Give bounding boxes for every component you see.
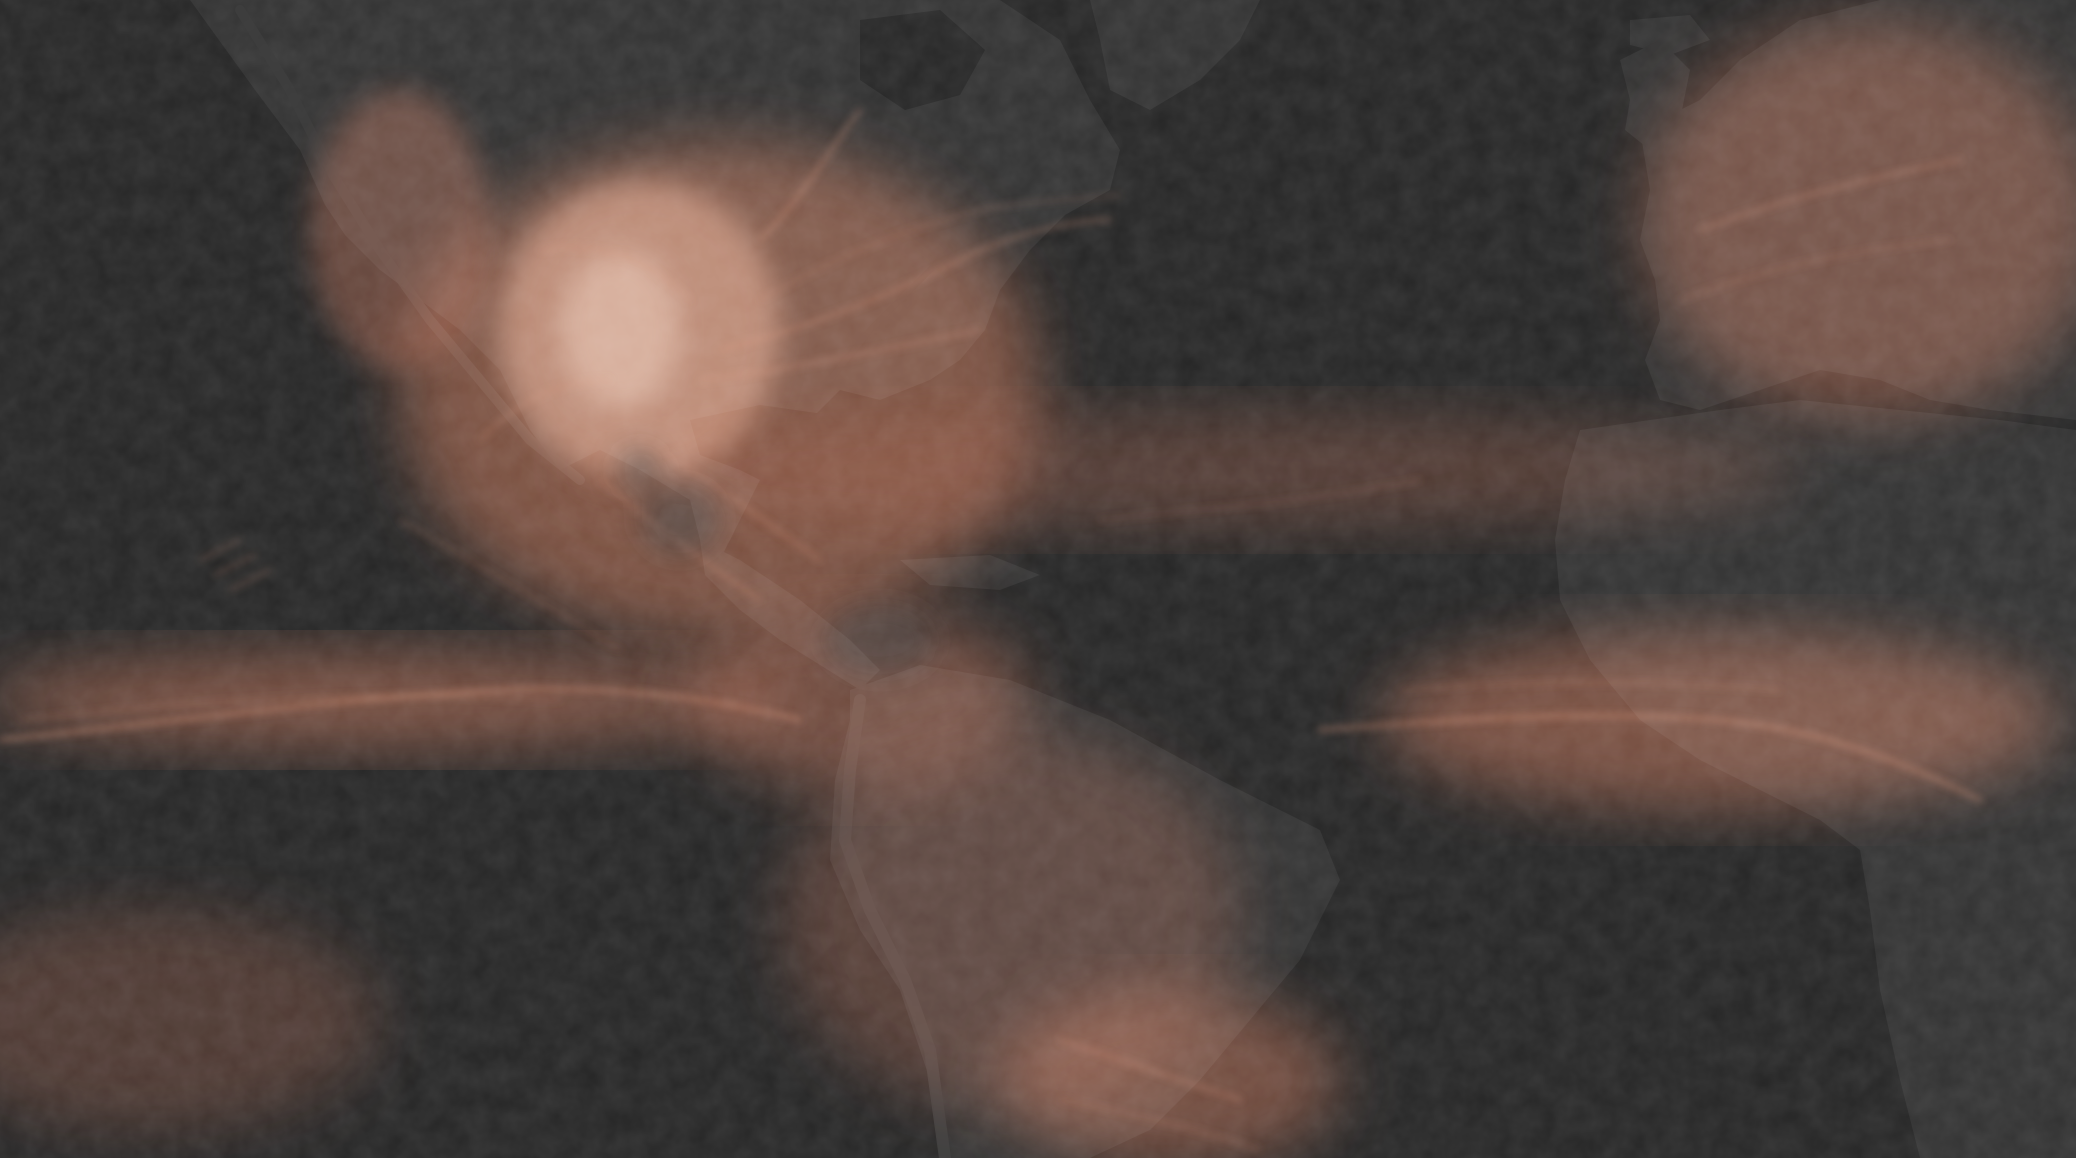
tracks-glow-europe — [1640, 20, 2076, 420]
tracks-glow-pacific-band — [0, 650, 780, 750]
storm-track-icon — [0, 20, 2076, 1158]
tracks-glow-south-atlantic — [1000, 990, 1340, 1158]
tracks-core-hotspot — [560, 250, 680, 410]
tracks-glow-pacific-south — [0, 910, 380, 1130]
tracks-glow-atlantic-belt — [560, 410, 1800, 530]
tracks-dark-voids — [618, 448, 935, 675]
tracks-glow-west-coast — [310, 90, 490, 370]
